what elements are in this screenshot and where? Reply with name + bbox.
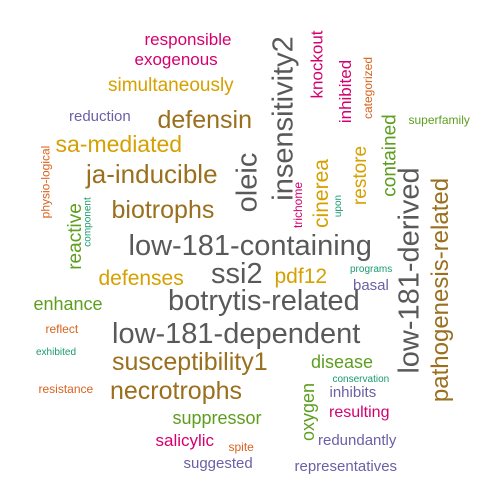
word-exhibited: exhibited — [36, 347, 77, 358]
word-upon: upon — [333, 194, 345, 218]
word-insensitivity2: insensitivity2 — [267, 35, 300, 201]
word-suggested: suggested — [183, 454, 253, 472]
word-basal: basal — [353, 276, 389, 294]
word-exogenous: exogenous — [134, 49, 218, 69]
word-physio-logical: physio-logical — [37, 145, 52, 219]
word-reduction: reduction — [69, 107, 131, 125]
word-reflect: reflect — [45, 322, 79, 336]
word-inhibits: inhibits — [329, 383, 377, 401]
word-inhibited: inhibited — [335, 59, 355, 123]
word-component: component — [82, 197, 94, 247]
word-responsible: responsible — [144, 29, 232, 49]
word-botrytis-related: botrytis-related — [168, 284, 360, 317]
word-enhance: enhance — [33, 294, 103, 314]
word-sa-mediated: sa-mediated — [55, 130, 183, 157]
word-restore: restore — [349, 145, 371, 205]
word-reactive: reactive — [64, 202, 86, 270]
word-biotrophs: biotrophs — [111, 195, 215, 224]
word-superfamily: superfamily — [408, 113, 470, 127]
word-resulting: resulting — [329, 404, 390, 421]
word-low-181-derived: low-181-derived — [393, 166, 426, 374]
word-conservation: conservation — [332, 374, 390, 385]
word-simultaneously: simultaneously — [108, 74, 234, 96]
word-spite: spite — [228, 440, 254, 454]
word-categorized: categorized — [361, 56, 376, 120]
word-oxygen: oxygen — [298, 382, 319, 442]
word-low-181-containing: low-181-containing — [128, 229, 372, 262]
word-suppressor: suppressor — [172, 408, 262, 428]
word-knockout: knockout — [307, 29, 327, 99]
word-low-181-dependent: low-181-dependent — [112, 317, 361, 350]
word-oleic: oleic — [231, 152, 264, 212]
word-defenses: defenses — [98, 266, 184, 290]
word-representatives: representatives — [294, 457, 398, 475]
word-salicylic: salicylic — [155, 430, 215, 450]
word-contained: contained — [379, 113, 401, 197]
word-redundantly: redundantly — [318, 431, 397, 449]
word-necrotrophs: necrotrophs — [110, 376, 243, 405]
word-defensin: defensin — [157, 105, 253, 134]
word-disease: disease — [311, 352, 374, 372]
word-susceptibility1: susceptibility1 — [112, 347, 268, 376]
word-pathogenesis-related: pathogenesis-related — [427, 177, 455, 403]
word-pdf12: pdf12 — [274, 264, 328, 288]
word-ja-inducible: ja-inducible — [86, 159, 218, 189]
word-ssi2: ssi2 — [211, 257, 263, 290]
word-resistance: resistance — [38, 382, 94, 396]
word-cinerea: cinerea — [309, 158, 333, 228]
word-trichome: trichome — [291, 181, 306, 229]
word-programs: programs — [350, 264, 393, 275]
